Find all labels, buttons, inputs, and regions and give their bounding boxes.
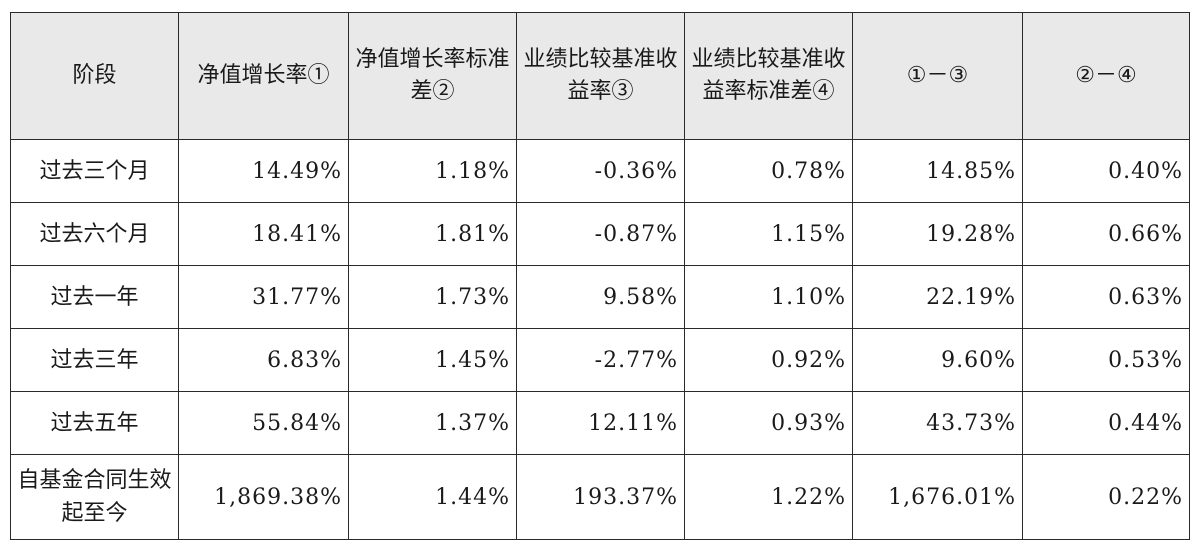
- benchmark-return-cell: -0.87%: [516, 202, 685, 266]
- nav-growth-cell: 31.77%: [178, 265, 349, 329]
- nav-growth-cell: 1,869.38%: [178, 454, 349, 540]
- diff-2-4-cell: 0.44%: [1022, 391, 1190, 455]
- diff-1-3-cell: 1,676.01%: [852, 454, 1023, 540]
- nav-growth-std-cell: 1.81%: [348, 202, 517, 266]
- stage-cell: 自基金合同生效起至今: [10, 454, 179, 540]
- table-row: 过去三个月 14.49% 1.18% -0.36% 0.78% 14.85% 0…: [10, 139, 1190, 203]
- benchmark-return-cell: 193.37%: [516, 454, 685, 540]
- performance-table: 阶段 净值增长率① 净值增长率标准差② 业绩比较基准收益率③ 业绩比较基准收益率…: [10, 12, 1190, 540]
- diff-1-3-cell: 9.60%: [852, 328, 1023, 392]
- diff-2-4-cell: 0.66%: [1022, 202, 1190, 266]
- header-benchmark-return-std: 业绩比较基准收益率标准差④: [684, 12, 853, 140]
- header-nav-growth-std: 净值增长率标准差②: [348, 12, 517, 140]
- stage-cell: 过去一年: [10, 265, 179, 329]
- nav-growth-cell: 55.84%: [178, 391, 349, 455]
- table-row: 过去一年 31.77% 1.73% 9.58% 1.10% 22.19% 0.6…: [10, 265, 1190, 329]
- header-diff-1-3: ①－③: [852, 12, 1023, 140]
- nav-growth-cell: 18.41%: [178, 202, 349, 266]
- diff-1-3-cell: 14.85%: [852, 139, 1023, 203]
- stage-cell: 过去三个月: [10, 139, 179, 203]
- table-row: 过去三年 6.83% 1.45% -2.77% 0.92% 9.60% 0.53…: [10, 328, 1190, 392]
- nav-growth-std-cell: 1.45%: [348, 328, 517, 392]
- table-header: 阶段 净值增长率① 净值增长率标准差② 业绩比较基准收益率③ 业绩比较基准收益率…: [10, 12, 1190, 140]
- benchmark-return-std-cell: 0.93%: [684, 391, 853, 455]
- benchmark-return-std-cell: 0.92%: [684, 328, 853, 392]
- diff-1-3-cell: 19.28%: [852, 202, 1023, 266]
- benchmark-return-std-cell: 0.78%: [684, 139, 853, 203]
- benchmark-return-std-cell: 1.15%: [684, 202, 853, 266]
- benchmark-return-cell: -0.36%: [516, 139, 685, 203]
- header-diff-2-4: ②－④: [1022, 12, 1190, 140]
- nav-growth-std-cell: 1.44%: [348, 454, 517, 540]
- header-row: 阶段 净值增长率① 净值增长率标准差② 业绩比较基准收益率③ 业绩比较基准收益率…: [10, 12, 1190, 140]
- diff-2-4-cell: 0.63%: [1022, 265, 1190, 329]
- nav-growth-cell: 14.49%: [178, 139, 349, 203]
- benchmark-return-cell: 9.58%: [516, 265, 685, 329]
- diff-1-3-cell: 43.73%: [852, 391, 1023, 455]
- benchmark-return-std-cell: 1.10%: [684, 265, 853, 329]
- stage-cell: 过去六个月: [10, 202, 179, 266]
- table-body: 过去三个月 14.49% 1.18% -0.36% 0.78% 14.85% 0…: [10, 139, 1190, 540]
- stage-cell: 过去五年: [10, 391, 179, 455]
- diff-2-4-cell: 0.53%: [1022, 328, 1190, 392]
- table-row: 过去六个月 18.41% 1.81% -0.87% 1.15% 19.28% 0…: [10, 202, 1190, 266]
- benchmark-return-std-cell: 1.22%: [684, 454, 853, 540]
- nav-growth-std-cell: 1.37%: [348, 391, 517, 455]
- diff-1-3-cell: 22.19%: [852, 265, 1023, 329]
- diff-2-4-cell: 0.22%: [1022, 454, 1190, 540]
- header-nav-growth: 净值增长率①: [178, 12, 349, 140]
- nav-growth-std-cell: 1.73%: [348, 265, 517, 329]
- stage-cell: 过去三年: [10, 328, 179, 392]
- benchmark-return-cell: 12.11%: [516, 391, 685, 455]
- table-row: 自基金合同生效起至今 1,869.38% 1.44% 193.37% 1.22%…: [10, 454, 1190, 540]
- diff-2-4-cell: 0.40%: [1022, 139, 1190, 203]
- header-stage: 阶段: [10, 12, 179, 140]
- nav-growth-std-cell: 1.18%: [348, 139, 517, 203]
- nav-growth-cell: 6.83%: [178, 328, 349, 392]
- table-row: 过去五年 55.84% 1.37% 12.11% 0.93% 43.73% 0.…: [10, 391, 1190, 455]
- header-benchmark-return: 业绩比较基准收益率③: [516, 12, 685, 140]
- benchmark-return-cell: -2.77%: [516, 328, 685, 392]
